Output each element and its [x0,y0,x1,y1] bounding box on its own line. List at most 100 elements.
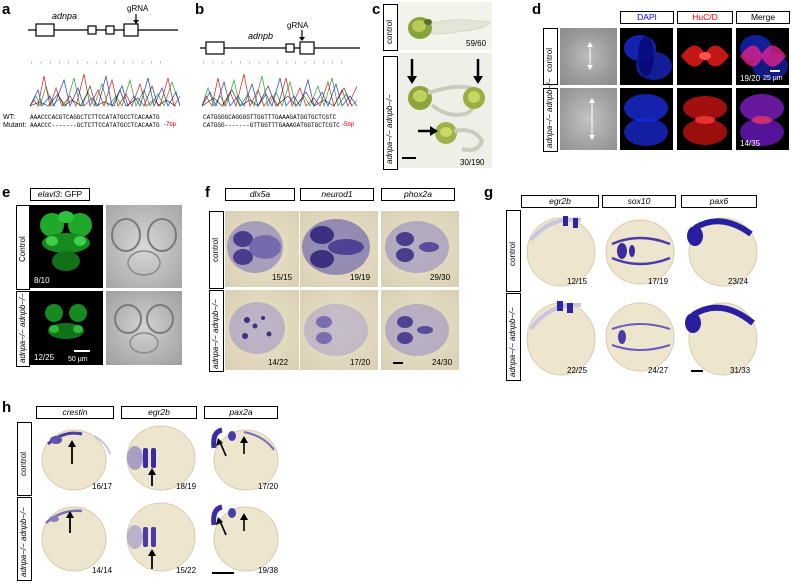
ish-image-h-crestin-mutant [34,497,116,579]
title-e: elavl3: GFP [30,188,90,201]
ratio-e-mutant: 12/25 [34,353,55,362]
ish-image-g-pax6-control [681,210,759,290]
row-label-d-control: control [545,47,554,72]
row-box-h-mutant [17,497,32,581]
gene-diagram-adnpb [200,30,360,55]
row-box-c-mutant [383,56,398,170]
ish-image-h-crestin-control [34,422,116,494]
ratio-d-mutant: 14/35 [740,139,761,148]
ish-image-f-dlx5a-control [225,211,299,287]
col-header-g-1: egr2b [521,195,599,208]
ratio-h-3-mutant: 19/38 [258,566,279,575]
ish-image-g-egr2b-control [521,210,599,290]
mutant-sequence-a: AAACCC-------GCTCTTCCATATGCCTCACAATG [30,122,160,129]
col-header-merge: Merge [736,11,790,24]
ish-image-f-phox2a-control [381,211,459,287]
panel-label-f: f [205,184,210,201]
panel-label-c: c [372,1,381,18]
row-label-e-control: Control [18,236,27,262]
wt-sequence-a: AAACCCACGTCAGGCTCTTCCATATGCCTCACAATG [30,114,160,121]
ratio-e-control: 8/10 [34,276,50,285]
ratio-h-3-control: 17/20 [258,482,279,491]
mutation-note-a: -7bp [164,122,177,128]
row-label-h-mutant: adnpa−/− adnpb−/− [19,507,28,577]
panel-label-h: h [2,399,12,416]
ish-image-f-neurod1-mutant [300,290,378,370]
ratio-g-2-control: 17/19 [648,277,669,286]
ratio-c-mutant: 30/190 [460,158,485,167]
ratio-g-2-mutant: 24/27 [648,366,669,375]
col-header-hucd-text: HuC/D [692,12,718,22]
title-e-gene: elavl3 [37,189,60,199]
ratio-f-2-mutant: 17/20 [350,358,371,367]
ish-image-f-phox2a-mutant [381,290,459,370]
row-label-d-mutant: adnpa−/− adnpb−/− [545,78,554,148]
row-label-g-control: control [508,241,517,266]
chromatogram-ticks-a: ' ' ' ' ' ' ' ' ' ' ' ' ' ' ' [30,61,164,68]
ratio-d-control: 19/20 [740,74,761,83]
row-box-g-control [506,210,521,292]
scale-bar-d [770,70,780,72]
ratio-f-3-control: 29/30 [430,273,451,282]
ish-image-h-egr2b-mutant [121,497,199,579]
ratio-f-3-mutant: 24/30 [432,358,453,367]
ish-image-f-dlx5a-mutant [225,290,299,370]
wt-sequence-b: CATGGGGCAGGGGTTGGTTTGAAAGATGGTGCTCGTC [203,114,337,121]
ratio-c-control: 59/60 [466,39,487,48]
row-box-d-control [543,28,558,85]
row-label-e-mutant: adnpa−/− adnpb−/− [18,293,27,363]
row-label-f-mutant: adnpa−/− adnpb−/− [211,299,220,369]
hucd-image-d-control [677,28,732,85]
scale-bar-h [212,572,234,574]
col-header-dapi-text: DAPI [637,12,657,22]
ratio-h-2-control: 18/19 [176,482,197,491]
scale-bar-g [691,370,703,372]
col-header-hucd: HuC/D [677,11,733,24]
ish-image-g-sox10-control [602,210,678,290]
title-e-rest: : GFP [60,189,83,199]
brightfield-d-control [560,28,617,85]
merge-image-d-control [736,28,789,85]
merge-image-d-mutant [736,88,789,150]
scale-bar-f [393,362,403,364]
ish-image-f-neurod1-control [300,211,378,287]
panel-label-d: d [532,1,542,18]
chromatogram-a [30,66,180,110]
gfp-image-e-mutant [30,291,103,365]
row-box-f-mutant [209,290,224,372]
ish-image-g-sox10-mutant [602,293,678,379]
scale-bar-e [74,350,90,352]
col-header-dapi: DAPI [620,11,674,24]
panel-label-a: a [2,1,11,18]
row-box-d-mutant [543,88,558,152]
panel-label-g: g [484,184,494,201]
scale-label-e: 50 µm [68,356,88,363]
ratio-h-1-control: 16/17 [92,482,113,491]
row-label-f-control: control [211,237,220,262]
ratio-g-1-control: 12/15 [567,277,588,286]
col-header-g-3: pax6 [681,195,757,208]
mutation-note-b: -5bp [342,122,355,128]
row-label-c-mutant: adnpa−/− adnpb−/− [385,94,394,164]
panel-label-e: e [2,184,11,201]
grna-label-a: gRNA [127,4,149,13]
col-header-f-1: dlx5a [225,188,295,201]
scale-label-d: 25 µm [763,75,783,82]
col-header-h-2: egr2b [121,406,197,419]
col-header-g-2: sox10 [602,195,676,208]
brightfield-e-mutant [106,291,182,365]
hucd-image-d-mutant [677,88,732,150]
row-box-e-control [16,205,30,290]
ratio-f-1-control: 15/15 [272,273,293,282]
brightfield-d-mutant [560,88,617,150]
row-label-g-mutant: adnpa−/− adnpb−/− [508,307,517,377]
panel-label-b: b [195,1,205,18]
wt-label: WT: [3,114,16,121]
gfp-image-e-control [30,205,103,288]
col-header-merge-text: Merge [750,12,776,22]
mutant-label: Mutant: [3,122,27,129]
ish-image-h-pax2a-mutant [204,497,282,579]
chromatogram-b [202,66,357,110]
ratio-f-1-mutant: 14/22 [268,358,289,367]
col-header-f-2: neurod1 [300,188,374,201]
